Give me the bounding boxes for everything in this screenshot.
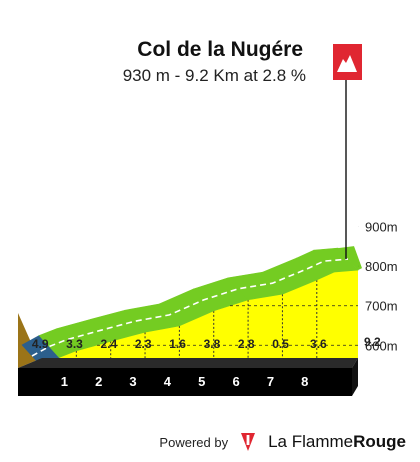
brand-name-light: La Flamme xyxy=(268,432,354,451)
climb-area-fill xyxy=(42,270,358,367)
footer: Powered by La FlammeRouge xyxy=(159,432,406,452)
km-marker-label: 1 xyxy=(61,374,68,389)
km-marker-label: 3 xyxy=(129,374,136,389)
distance-band-side xyxy=(352,358,358,396)
total-distance-label: 9.2 xyxy=(364,335,381,349)
segment-gradient-label: 4.9 xyxy=(32,337,49,351)
chart-labels: 600m 700m 800m 900m 1 2 3 4 5 6 7 8 9.2 4.9 3.3 2.4 2.3 1… xyxy=(32,220,398,389)
km-marker-label: 7 xyxy=(267,374,274,389)
segment-gradient-label: 3.8 xyxy=(204,337,221,351)
km-marker-label: 8 xyxy=(301,374,308,389)
brand-name-bold: Rouge xyxy=(353,432,406,451)
y-tick-label: 600m xyxy=(365,338,398,353)
km-marker-label: 6 xyxy=(232,374,239,389)
segment-gradient-label: 1.6 xyxy=(169,337,186,351)
elevation-area xyxy=(42,270,358,367)
la-flamme-rouge-logo-icon[interactable] xyxy=(238,432,258,452)
km-marker-label: 4 xyxy=(164,374,172,389)
segment-gradient-label: 2.8 xyxy=(238,337,255,351)
powered-by-label: Powered by xyxy=(159,434,229,450)
top-band-centerline xyxy=(31,258,349,357)
segment-gradient-label: 3.3 xyxy=(66,337,83,351)
y-tick-label: 700m xyxy=(365,299,398,314)
distance-band xyxy=(18,358,358,396)
segment-gradient-label: 0.5 xyxy=(272,337,289,351)
segment-gradient-label: 3.6 xyxy=(310,337,327,351)
segment-gradient-label: 2.4 xyxy=(101,337,118,351)
km-marker-label: 2 xyxy=(95,374,102,389)
y-tick-label: 800m xyxy=(365,259,398,274)
altitude-grid xyxy=(97,305,358,346)
segment-gradient-label: 2.3 xyxy=(135,337,152,351)
top-band-summit xyxy=(338,246,362,271)
page-subtitle: 930 m - 9.2 Km at 2.8 % xyxy=(122,66,306,85)
summit-flag xyxy=(333,44,362,260)
distance-band-face xyxy=(18,368,352,396)
km-marker-label: 5 xyxy=(198,374,205,389)
brand-link[interactable]: La FlammeRouge xyxy=(268,432,406,452)
page-title: Col de la Nugére xyxy=(137,38,303,61)
y-tick-label: 900m xyxy=(365,220,398,235)
mountain-summit-icon xyxy=(337,55,357,72)
distance-band-top xyxy=(18,358,358,368)
